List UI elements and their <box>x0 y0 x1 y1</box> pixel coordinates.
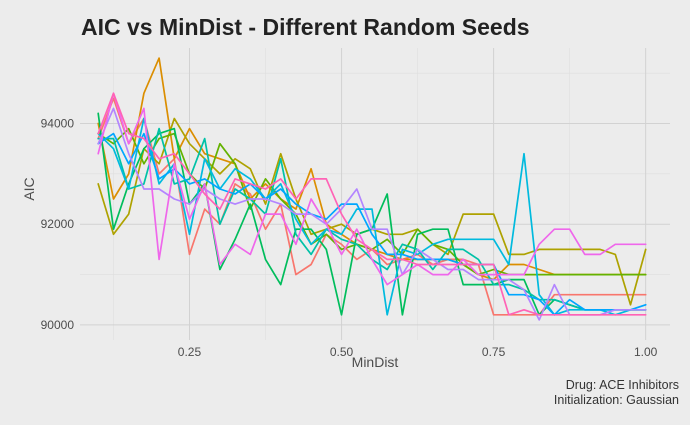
tick-layer: 0.25 0.50 0.75 1.00 90000 92000 94000 <box>41 117 658 359</box>
y-tick-label: 94000 <box>41 117 75 131</box>
series-line-9 <box>97 107 647 321</box>
y-axis-title: AIC <box>21 177 37 200</box>
x-tick-label: 0.25 <box>178 345 202 359</box>
x-tick-label: 0.75 <box>482 345 506 359</box>
series-line-10 <box>97 92 647 286</box>
caption: Drug: ACE Inhibitors Initialization: Gau… <box>554 378 679 408</box>
chart-title: AIC vs MinDist - Different Random Seeds <box>81 14 530 40</box>
caption-initialization: Initialization: Gaussian <box>553 393 679 407</box>
series-line-11 <box>97 92 647 316</box>
x-tick-label: 1.00 <box>634 345 658 359</box>
series-layer <box>97 57 647 321</box>
y-tick-label: 92000 <box>41 217 75 231</box>
caption-drug: Drug: ACE Inhibitors <box>565 378 679 392</box>
y-tick-label: 90000 <box>41 318 75 332</box>
grid-layer <box>80 48 670 340</box>
series-line-1 <box>97 97 647 316</box>
series-line-2 <box>97 57 647 281</box>
x-axis-title: MinDist <box>352 354 399 370</box>
x-tick-label: 0.50 <box>330 345 354 359</box>
